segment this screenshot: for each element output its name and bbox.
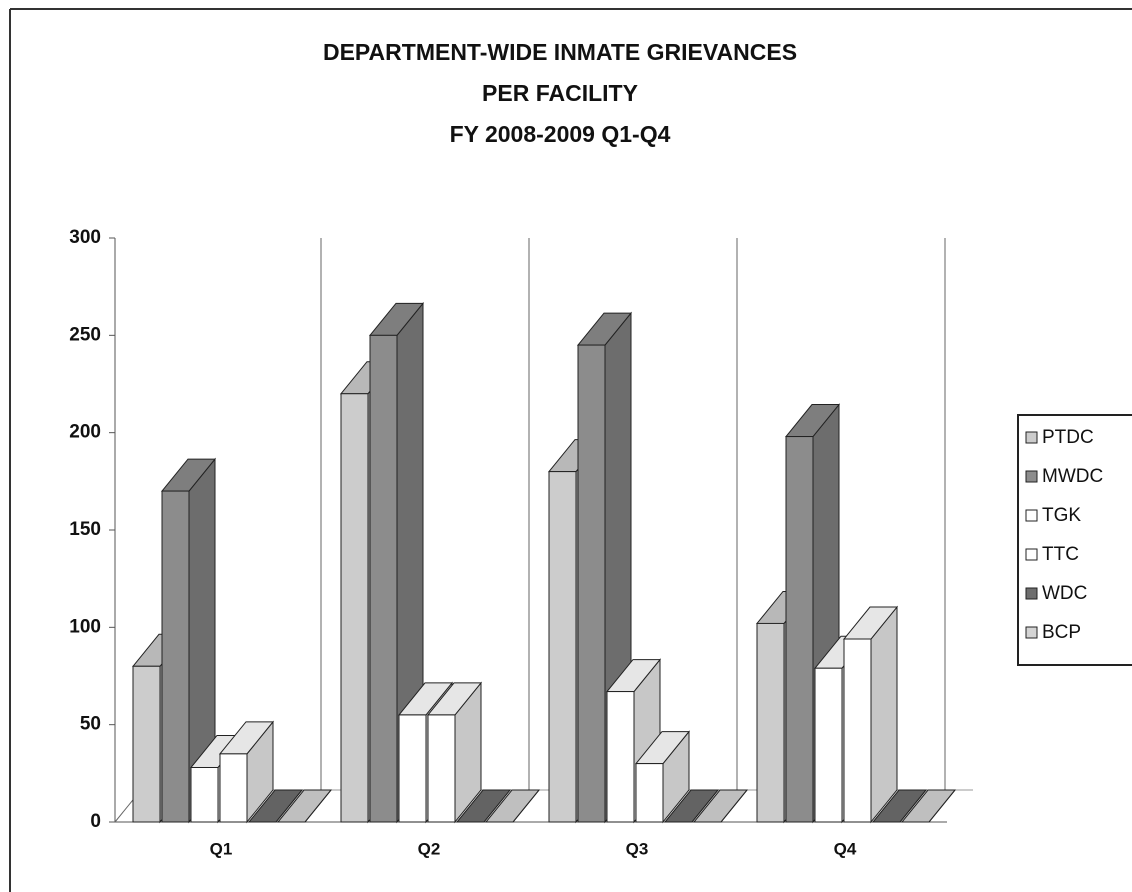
legend-label: BCP [1042,622,1081,643]
legend-swatch [1025,587,1038,600]
x-tick-label: Q1 [210,839,233,858]
legend-swatch [1025,509,1038,522]
bar [160,457,217,824]
bar-front [785,436,814,823]
y-tick-label: 50 [80,714,101,735]
legend-label: TTC [1042,544,1079,565]
legend-label: WDC [1042,583,1087,604]
bar-front [398,714,427,823]
bar [663,789,720,823]
legend-label: TGK [1042,505,1081,526]
bar-front [219,753,248,823]
bar-front [132,665,161,823]
bar-front [635,763,664,823]
bar [455,789,512,823]
chart-title: PER FACILITY [482,80,638,106]
bar [368,301,425,824]
bar-front [161,490,190,823]
x-tick-label: Q3 [626,839,649,858]
legend-swatch [1025,470,1038,483]
bar-top [484,789,541,823]
chart-title: DEPARTMENT-WIDE INMATE GRIEVANCES [323,39,797,65]
x-tick-label: Q2 [418,839,441,858]
bar-top [247,789,304,823]
bar-top [276,789,333,823]
bar-front [606,691,635,823]
legend-label: PTDC [1042,427,1094,448]
bar-front [427,714,456,823]
bar-top [663,789,720,823]
bar [247,789,304,823]
y-tick-label: 150 [69,519,101,540]
bar [218,720,275,824]
bar-front [814,667,843,823]
y-tick-label: 300 [69,227,101,248]
chart-title: FY 2008-2009 Q1-Q4 [450,121,671,147]
bar [276,789,333,823]
y-tick-label: 0 [90,811,101,832]
bar [426,681,483,824]
bar-front [756,622,785,823]
bar [634,730,691,824]
x-tick-label: Q4 [834,839,857,858]
bar-side [870,605,898,824]
bar [484,789,541,823]
legend-swatch [1025,431,1038,444]
legend-swatch [1025,548,1038,561]
bar [692,789,749,823]
y-tick-label: 250 [69,324,101,345]
bar-front [577,344,606,823]
legend-box [1017,414,1132,666]
bar [900,789,957,823]
bar-front [190,766,219,823]
bar-top [455,789,512,823]
y-tick-label: 200 [69,422,101,443]
bar-front [369,334,398,823]
bar-top [900,789,957,823]
bar [871,789,928,823]
bar-top [692,789,749,823]
bar-top [871,789,928,823]
legend-swatch [1025,626,1038,639]
bar-front [548,471,577,823]
legend-label: MWDC [1042,466,1103,487]
bar [842,605,899,824]
bar-front [340,393,369,823]
y-tick-label: 100 [69,616,101,637]
bar-front [843,638,872,823]
